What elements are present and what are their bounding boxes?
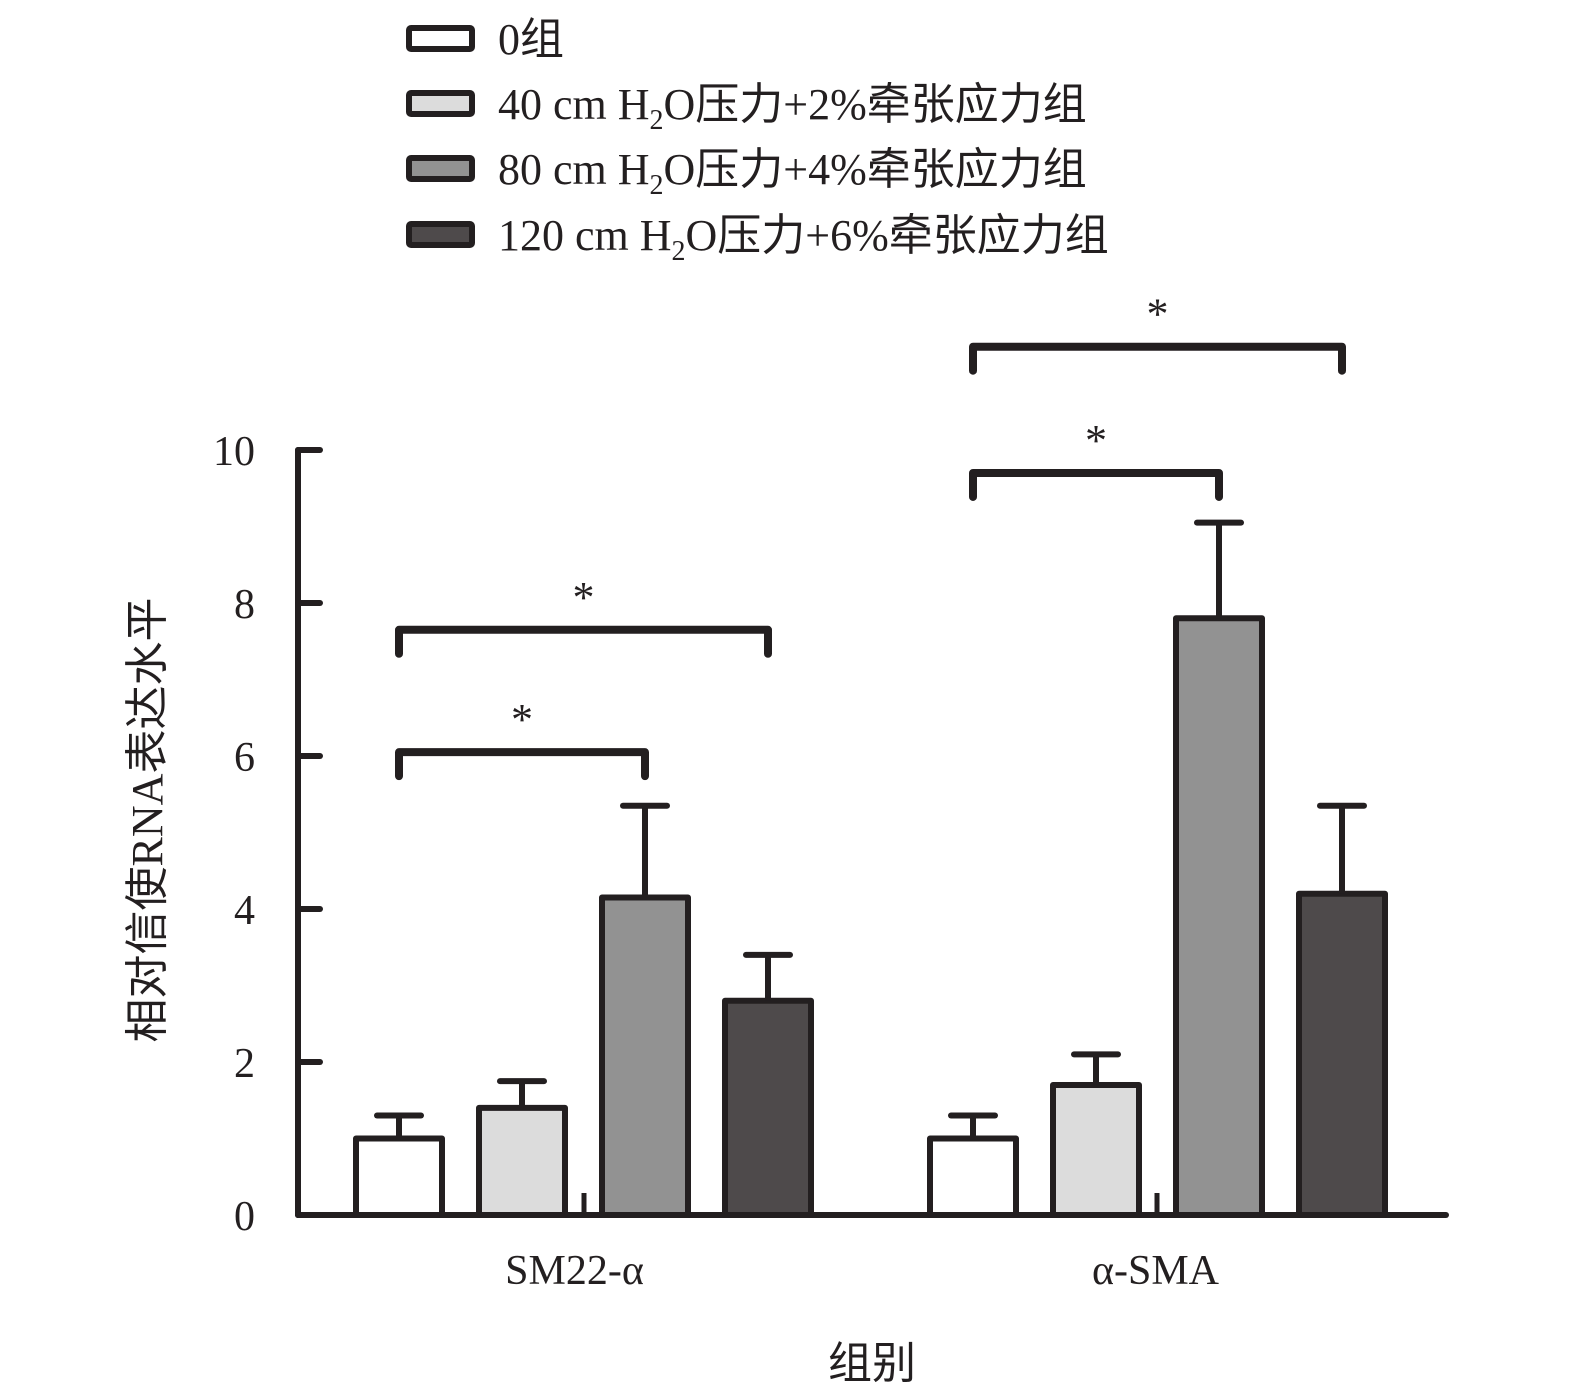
bar bbox=[927, 1135, 1019, 1218]
significance-marker: * bbox=[511, 695, 533, 744]
significance-bracket bbox=[395, 748, 649, 781]
significance-bracket bbox=[969, 468, 1223, 501]
legend-swatch bbox=[406, 90, 475, 117]
bar bbox=[722, 997, 814, 1218]
category-label: α-SMA bbox=[1092, 1248, 1220, 1294]
y-tick-label: 8 bbox=[234, 582, 255, 628]
y-axis-label: 相对信使RNA表达水平 bbox=[123, 598, 172, 1043]
legend-swatch bbox=[406, 221, 475, 248]
bar bbox=[1173, 615, 1265, 1218]
y-tick-label: 0 bbox=[234, 1194, 255, 1240]
significance-bracket bbox=[969, 342, 1346, 375]
legend-swatch bbox=[406, 25, 475, 52]
significance-marker: * bbox=[573, 573, 595, 622]
legend-label: 80 cm H2O压力+4%牵张应力组 bbox=[498, 145, 1087, 201]
y-tick-label: 4 bbox=[234, 888, 255, 934]
y-tick-label: 10 bbox=[213, 429, 255, 475]
legend-swatch bbox=[406, 155, 475, 182]
x-axis-label: 组别 bbox=[828, 1339, 916, 1388]
legend: 0组 40 cm H2O压力+2%牵张应力组 80 cm H2O压力+4%牵张应力组… bbox=[406, 15, 1109, 267]
bar bbox=[476, 1104, 568, 1219]
significance-bracket bbox=[395, 625, 772, 658]
plot-area: 0 2 4 6 8 10 SM22-α α-SMA * * * * bbox=[213, 290, 1449, 1294]
significance-marker: * bbox=[1147, 290, 1169, 339]
y-tick-label: 2 bbox=[234, 1041, 255, 1087]
y-tick-label: 6 bbox=[234, 735, 255, 781]
legend-label: 0组 bbox=[498, 15, 564, 64]
category-label: SM22-α bbox=[505, 1248, 644, 1294]
bar bbox=[353, 1135, 445, 1218]
legend-label: 120 cm H2O压力+6%牵张应力组 bbox=[498, 211, 1109, 267]
bar bbox=[1050, 1081, 1142, 1218]
bar bbox=[1296, 890, 1388, 1218]
bar bbox=[599, 894, 691, 1219]
legend-label: 40 cm H2O压力+2%牵张应力组 bbox=[498, 80, 1087, 136]
significance-marker: * bbox=[1085, 416, 1107, 465]
